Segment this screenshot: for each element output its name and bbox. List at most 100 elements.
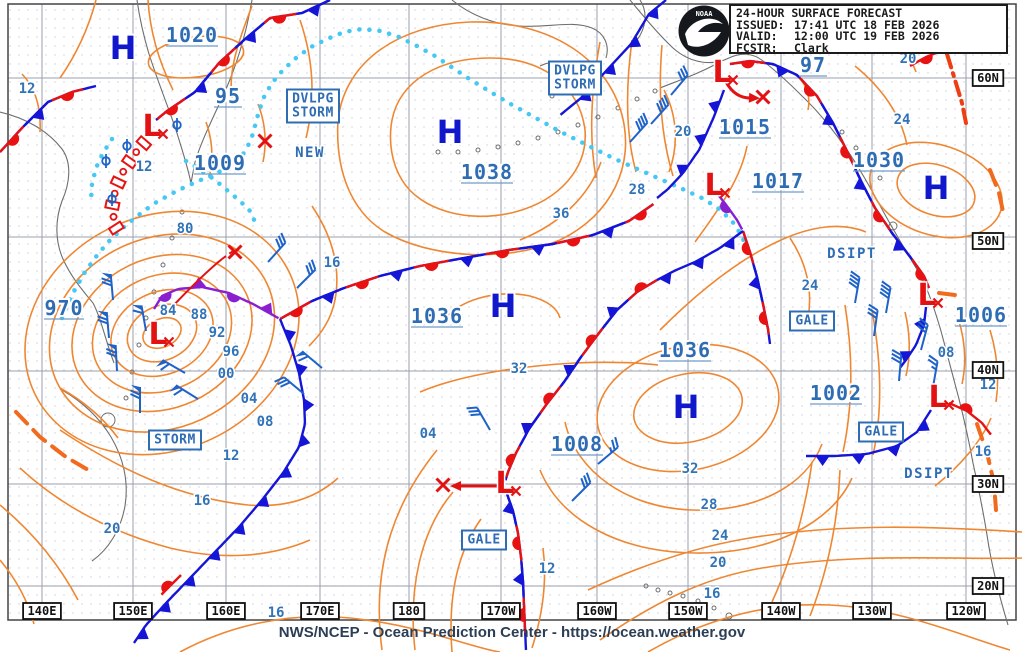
front-cold — [806, 409, 933, 466]
low-pressure-symbol: L — [141, 108, 169, 146]
front-cold — [656, 230, 744, 285]
front-triangle — [284, 329, 297, 343]
island — [160, 262, 166, 268]
noaa-seagull-icon — [685, 18, 723, 47]
front-semicircle — [915, 268, 927, 281]
front-semicircle — [566, 237, 581, 247]
arrowhead — [748, 92, 760, 103]
front-line-segment — [379, 266, 413, 278]
front-triangle — [303, 398, 315, 413]
front-semicircle — [740, 60, 755, 69]
trough-line — [14, 410, 92, 473]
weak-front-square — [135, 134, 153, 152]
high-pressure-symbol: H — [923, 169, 950, 207]
front-stationary — [741, 230, 772, 345]
front-triangle — [563, 364, 576, 377]
front-semicircle — [60, 91, 75, 102]
front-triangle — [260, 302, 273, 315]
front-line-segment — [485, 247, 519, 256]
svg-text:170W: 170W — [487, 604, 517, 618]
front-remnant-line — [221, 250, 234, 260]
front-triangle — [298, 433, 311, 448]
isobar-value-label: 92 — [209, 325, 226, 341]
isobar-value-label: 12 — [136, 159, 153, 175]
isobar-ring — [142, 316, 182, 350]
island — [123, 395, 129, 401]
front-triangle — [512, 572, 524, 586]
isobar — [378, 449, 438, 651]
longitude-label: 140W — [761, 602, 801, 620]
pressure-value-label: 1006 — [955, 303, 1007, 327]
pressure-value-label: 1036 — [411, 304, 463, 328]
isobar — [336, 21, 627, 256]
isobar-value-label: 08 — [257, 414, 274, 430]
island — [169, 235, 175, 241]
wind-barb — [156, 359, 186, 374]
noaa-logo: NOAA — [676, 3, 732, 59]
pressure-value-label: 1002 — [810, 381, 862, 405]
svg-text:L: L — [142, 109, 161, 144]
isobar-value-label: 00 — [218, 366, 235, 382]
front-line-segment — [522, 597, 527, 633]
front-triangle — [628, 35, 642, 48]
isobar — [0, 504, 79, 601]
latitude-label: 50N — [971, 232, 1005, 250]
low-pressure-symbol: L — [711, 54, 739, 92]
front-triangle — [601, 226, 615, 239]
isobar-value-label: 24 — [802, 278, 819, 294]
island — [575, 122, 581, 128]
wind-barb — [105, 343, 118, 372]
isobar — [59, 387, 119, 439]
isobar — [389, 57, 586, 218]
pressure-value-label: 1008 — [551, 432, 603, 456]
isobar — [308, 205, 338, 347]
movement-arrow — [724, 81, 751, 100]
isobar-value-label: 16 — [975, 444, 992, 460]
front-line — [133, 318, 307, 644]
front-triangle — [233, 522, 246, 535]
weak-front-circle — [132, 148, 141, 157]
warning-label-text: DVLPG — [554, 64, 596, 79]
front-semicircle — [217, 54, 230, 67]
longitude-label: 120W — [946, 602, 986, 620]
isobar-value-label: 08 — [938, 345, 955, 361]
high-pressure-symbol: H — [110, 29, 137, 67]
front-triangle — [851, 454, 866, 465]
isobar — [412, 491, 454, 651]
island — [515, 140, 521, 146]
x-mark — [227, 244, 243, 260]
front-triangle — [853, 177, 866, 191]
island — [535, 135, 541, 141]
isobar-value-label: 16 — [194, 493, 211, 509]
front-triangle — [886, 445, 901, 457]
front-line — [559, 0, 667, 116]
island — [634, 96, 640, 102]
isobar-value-label: 28 — [701, 497, 718, 513]
front-line-segment — [729, 59, 766, 66]
front-triangle — [307, 4, 321, 17]
front-stationary — [0, 84, 97, 153]
pressure-value-label: 1015 — [719, 115, 771, 139]
coastline — [451, 0, 608, 59]
longitude-label: 140E — [22, 602, 62, 620]
front-triangle — [521, 422, 534, 435]
footer-caption: NWS/NCEP - Ocean Prediction Center - htt… — [278, 624, 746, 641]
isobar — [539, 469, 853, 554]
front-triangle — [530, 245, 545, 256]
front-triangle — [208, 548, 221, 561]
front-triangle — [691, 257, 704, 270]
low-pressure-symbol: L — [703, 167, 731, 205]
graticule-labels: 140E 150E 160E 170E 180 170W 160W 150W 140W 130W 1… — [22, 69, 1005, 620]
isobar-ring — [896, 162, 976, 218]
front-line-segment — [414, 259, 449, 269]
x-mark — [755, 89, 771, 105]
low-pressure-symbol: L — [927, 379, 955, 417]
island — [595, 114, 601, 120]
pressure-value-label: 970 — [44, 296, 83, 320]
annotation-label: NEW — [295, 145, 325, 161]
latitude-label: 40N — [971, 361, 1005, 379]
front-triangle — [892, 239, 906, 251]
front-line-segment — [51, 88, 84, 102]
front-line-segment — [539, 385, 562, 414]
